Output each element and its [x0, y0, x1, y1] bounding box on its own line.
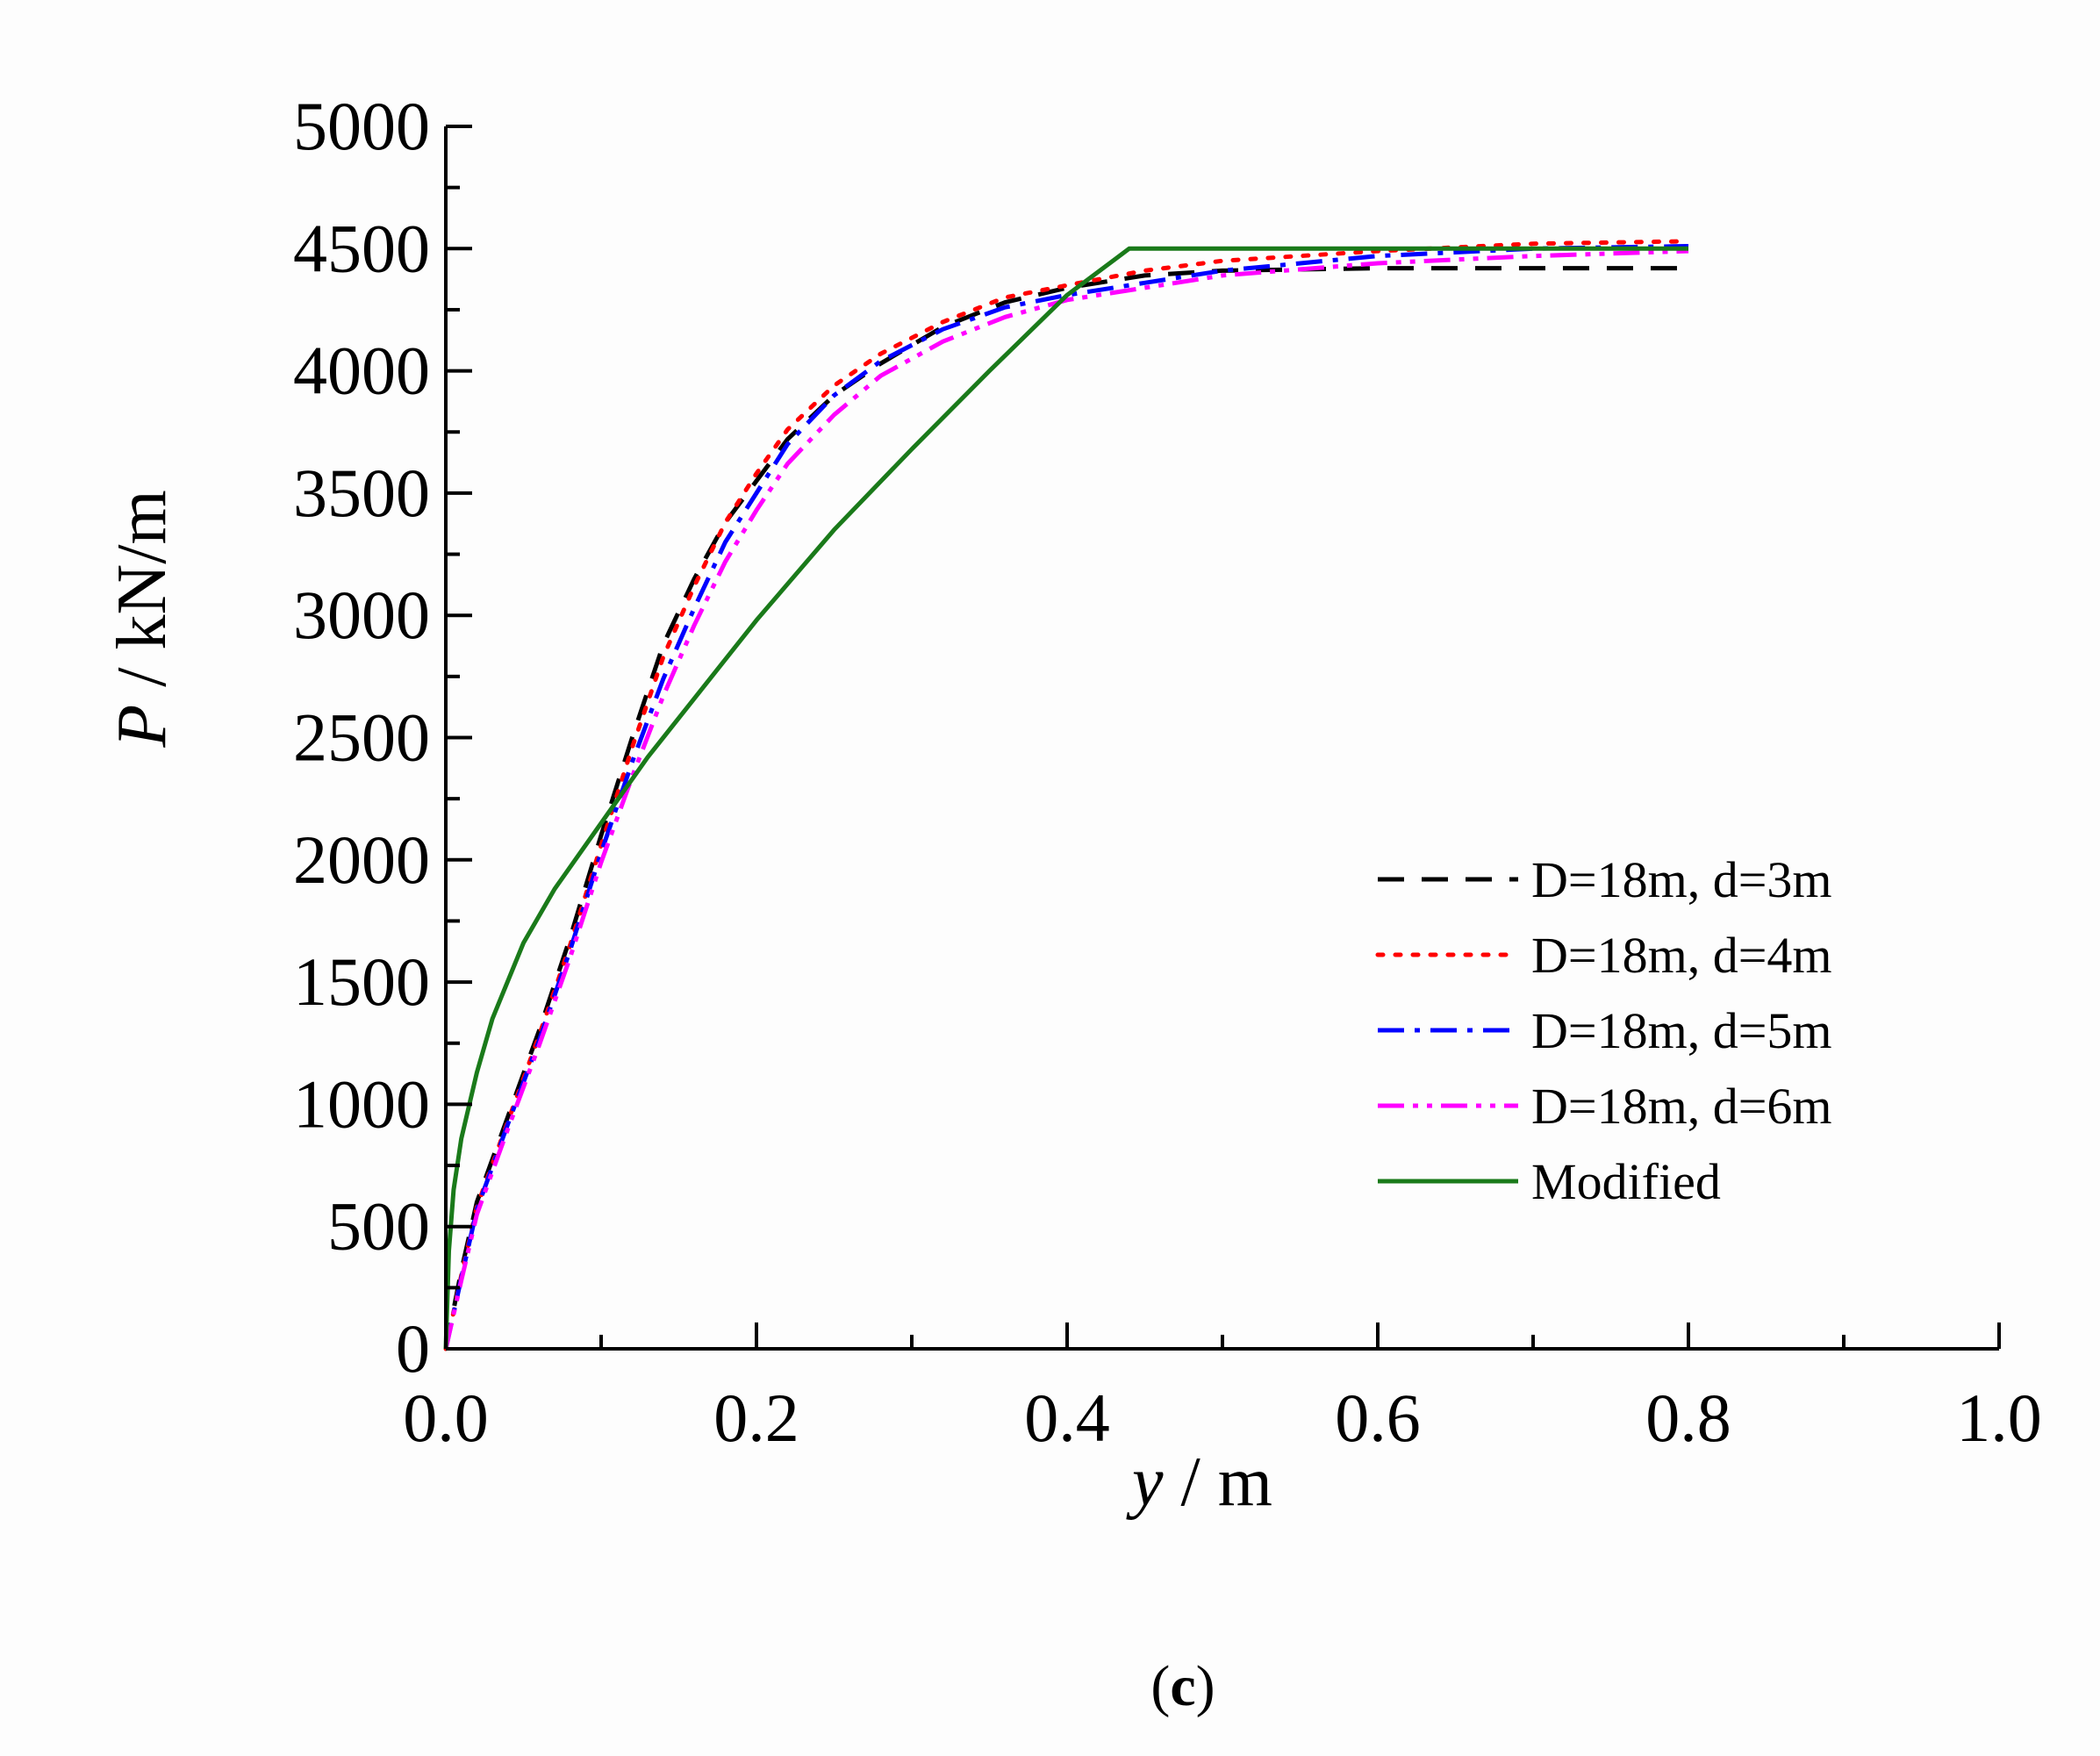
y-tick-label: 4000	[293, 333, 430, 409]
x-tick-label: 0.2	[713, 1380, 799, 1456]
series-layer	[443, 239, 1691, 1351]
legend-label-2: D=18m, d=4m	[1531, 927, 1832, 984]
series-line-3	[443, 244, 1689, 1350]
series-line-5	[443, 246, 1688, 1350]
axes: 0 500 1000 1500 2000 2500 3000 3500 4000 4500 5000…	[293, 88, 2042, 1456]
legend-label-4: D=18m, d=6m	[1531, 1078, 1832, 1135]
y-tick-label: 2500	[293, 699, 430, 776]
y-tick-label: 4500	[293, 210, 430, 286]
caption-letter: c	[1170, 1654, 1195, 1718]
x-axis-variable: y	[1126, 1444, 1164, 1521]
x-tick-label: 1.0	[1956, 1380, 2042, 1456]
caption-open: (	[1150, 1654, 1170, 1718]
y-axis-variable: P	[104, 705, 181, 749]
legend: D=18m, d=3m D=18m, d=4m D=18m, d=5m D=18m, …	[1375, 851, 1832, 1210]
y-tick-label: 1000	[293, 1065, 430, 1142]
y-tick-label: 0	[396, 1310, 430, 1387]
y-axis-unit: / kN/m	[104, 490, 181, 704]
x-axis-title: y / m	[1126, 1444, 1272, 1521]
x-tick-label: 0.4	[1024, 1380, 1110, 1456]
y-tick-label: 5000	[293, 88, 430, 164]
caption-close: )	[1196, 1654, 1215, 1718]
y-tick-label: 3000	[293, 577, 430, 653]
x-tick-label: 0.0	[403, 1380, 489, 1456]
x-tick-label: 0.8	[1645, 1380, 1731, 1456]
x-axis-unit: / m	[1164, 1444, 1272, 1521]
series-line-1	[443, 266, 1688, 1350]
legend-label-3: D=18m, d=5m	[1531, 1002, 1832, 1059]
y-tick-label: 3500	[293, 455, 430, 531]
figure-caption: (c)	[1150, 1654, 1215, 1718]
y-axis-title: P / kN/m	[104, 490, 181, 748]
y-tick-label: 500	[327, 1188, 430, 1265]
y-tick-label: 2000	[293, 821, 430, 898]
series-line-2	[443, 239, 1691, 1351]
y-tick-label: 1500	[293, 943, 430, 1020]
legend-label-5: Modified	[1531, 1153, 1721, 1210]
legend-label-1: D=18m, d=3m	[1531, 851, 1832, 908]
series-line-4	[443, 248, 1689, 1350]
x-tick-label: 0.6	[1335, 1380, 1421, 1456]
